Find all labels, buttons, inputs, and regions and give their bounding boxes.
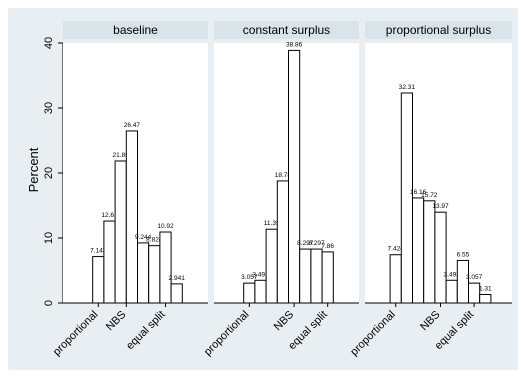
panel-header (365, 21, 512, 39)
bar (137, 242, 150, 304)
bar-value-label: 9.244 (135, 234, 152, 241)
y-tick-label: 30 (43, 102, 55, 114)
bar-value-label: 6.55 (457, 251, 470, 258)
bar-value-label: 32.31 (399, 84, 416, 91)
bar-value-label: 3.493 (444, 271, 461, 278)
panel-header (63, 21, 208, 39)
bar-value-label: 12.61 (101, 212, 118, 219)
bar-value-label: 7.143 (90, 248, 107, 255)
bar-value-label: 13.97 (432, 203, 449, 210)
bar (456, 259, 469, 304)
bar (389, 254, 402, 304)
bar (103, 220, 116, 304)
bar-value-label: 16.16 (410, 189, 427, 196)
bar (445, 279, 458, 304)
bar-value-label: 3.057 (466, 274, 483, 281)
bar-value-label: 11.35 (264, 220, 280, 227)
bar (276, 180, 289, 304)
bar-value-label: 3.057 (241, 274, 258, 281)
bar-value-label: 2.941 (169, 275, 186, 282)
bar (243, 282, 256, 304)
bar (434, 211, 447, 304)
bar-value-label: 26.47 (124, 122, 141, 129)
y-tick-label: 0 (43, 300, 55, 306)
bar (148, 245, 161, 304)
panel-title: baseline (113, 23, 158, 37)
bar (479, 293, 492, 304)
bar-value-label: 18.78 (275, 172, 292, 179)
panel-title: constant surplus (243, 23, 330, 37)
bar (288, 49, 301, 304)
bar-value-label: 7.86 (321, 243, 334, 250)
bar-value-label: 8.824 (146, 237, 163, 244)
y-tick-label: 40 (43, 37, 55, 49)
panel-header (214, 21, 359, 39)
bar-value-label: 8.297 (308, 240, 325, 247)
bar (321, 251, 334, 304)
bar-value-label: 21.85 (113, 152, 130, 159)
bar (400, 92, 413, 304)
bar-value-label: 3.493 (252, 271, 269, 278)
bar (92, 256, 105, 304)
bar (125, 130, 139, 304)
bar (310, 248, 323, 304)
bar-value-label: 1.31 (479, 285, 492, 292)
bar (159, 231, 172, 304)
bar-value-label: 8.297 (297, 240, 314, 247)
bar (412, 197, 425, 304)
bar-value-label: 7.424 (388, 246, 405, 253)
bar-value-label: 10.92 (157, 223, 174, 230)
bar (299, 248, 312, 304)
y-axis-title: Percent (26, 147, 41, 192)
bar (265, 228, 278, 304)
bar-value-label: 38.86 (286, 41, 303, 48)
bar (254, 279, 267, 304)
bar (114, 160, 127, 304)
y-tick-label: 10 (43, 232, 55, 244)
bar-value-label: 15.72 (421, 192, 438, 199)
bar (423, 200, 436, 304)
y-tick-label: 20 (43, 167, 55, 179)
bar (170, 283, 183, 304)
panel-title: proportional surplus (386, 23, 491, 37)
